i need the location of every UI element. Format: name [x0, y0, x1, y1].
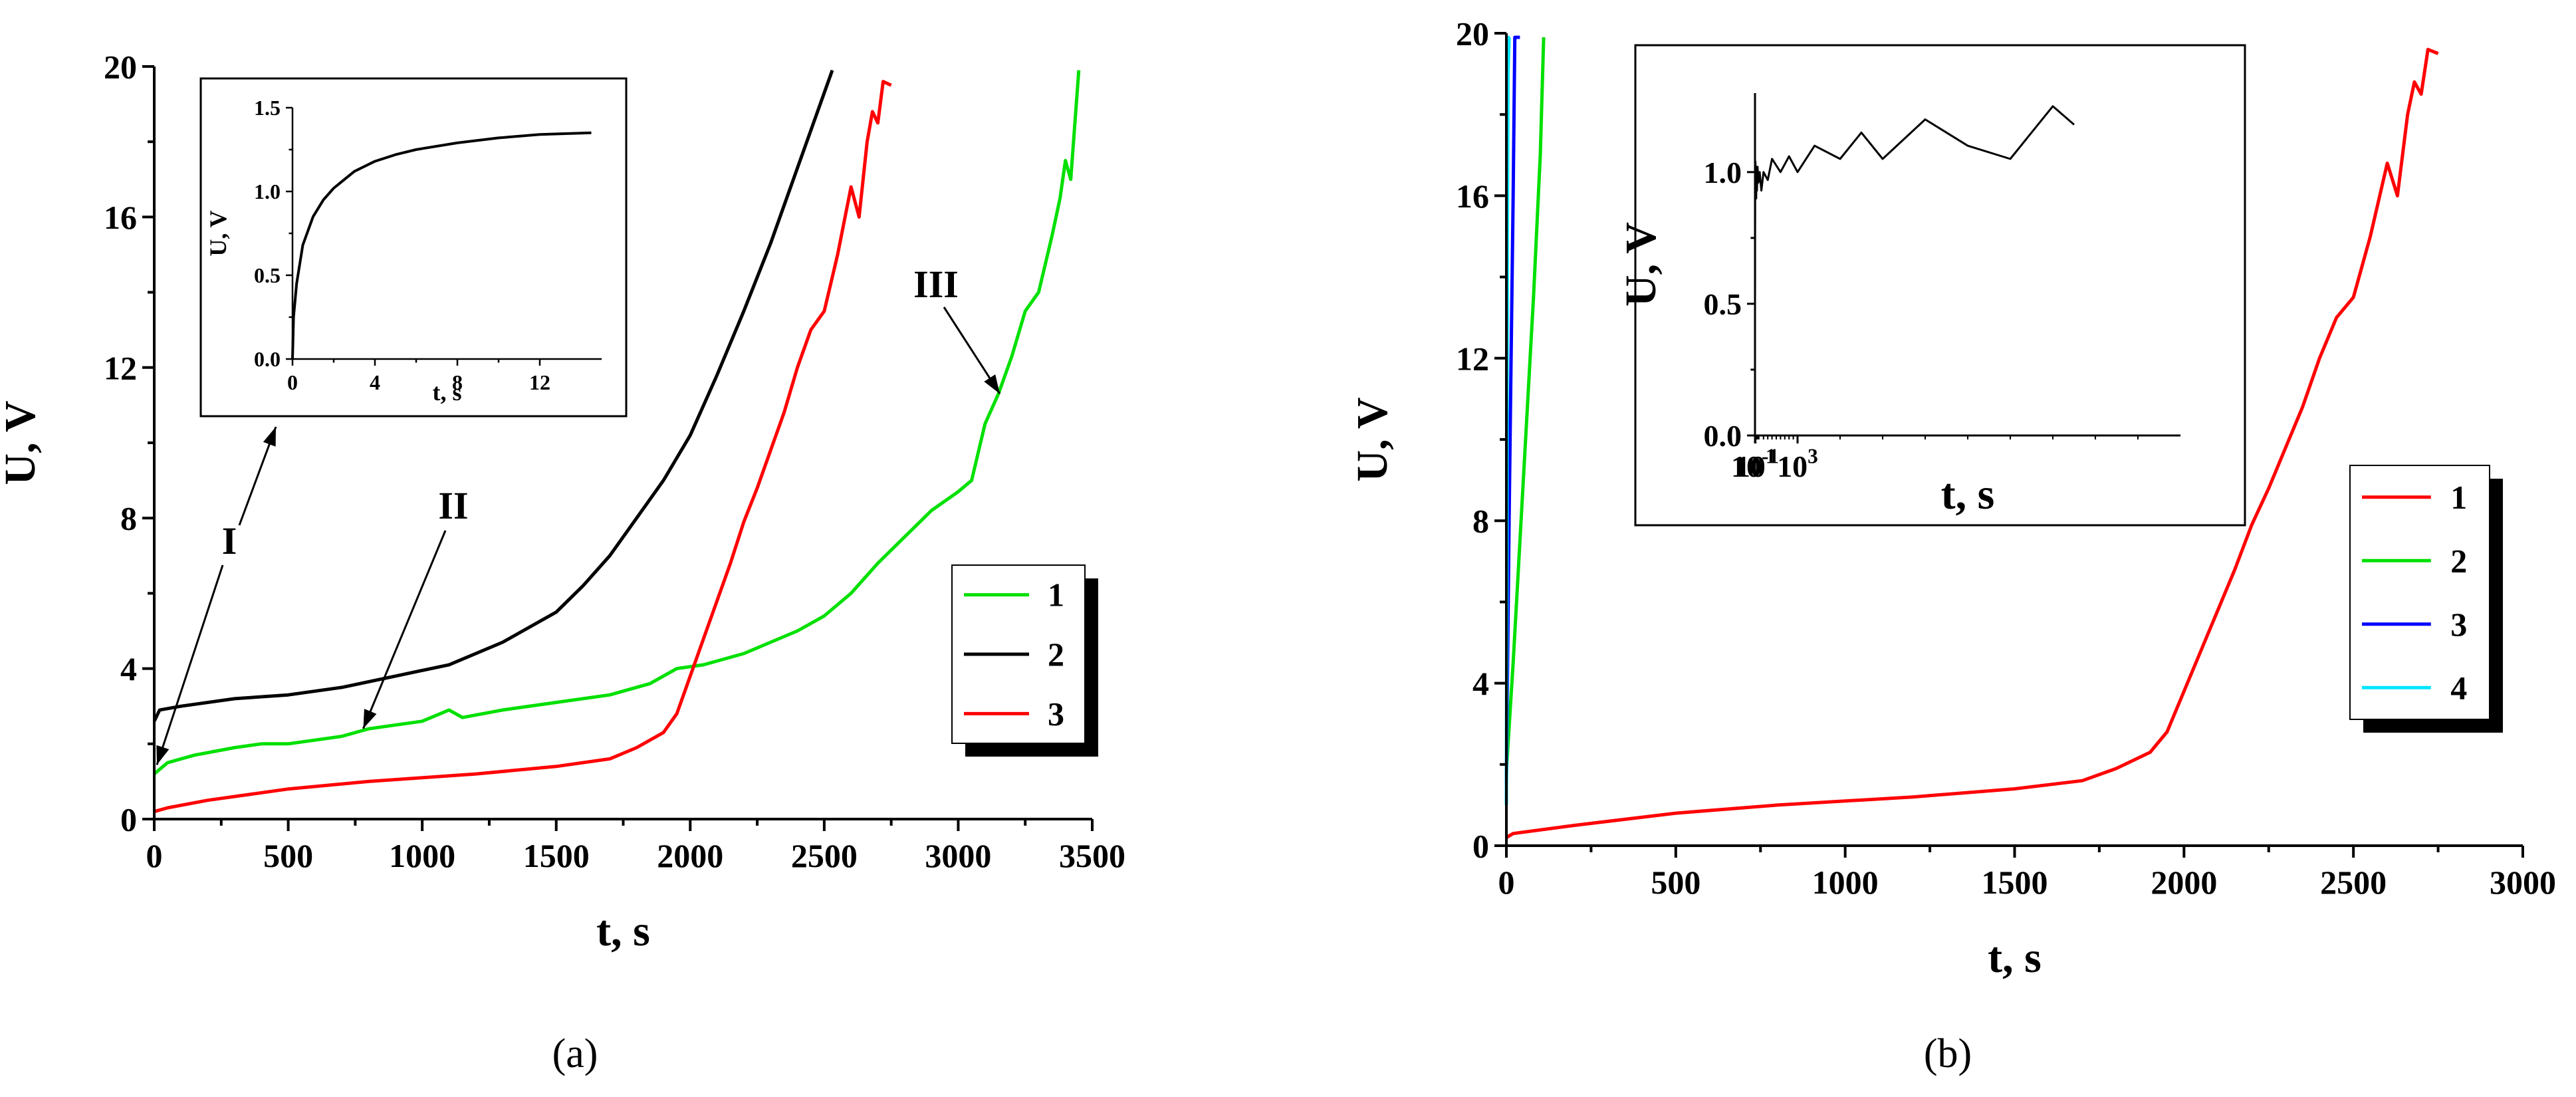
panel-b-legend: 1 2 3 4	[2349, 465, 2503, 733]
a-series-1-line	[153, 70, 1081, 776]
a-series-2-line	[152, 69, 834, 722]
a-y-tick-label: 20	[104, 49, 137, 86]
a-inset-x-tick-label: 4	[370, 370, 380, 394]
b-x-axis-label: t, s	[1988, 933, 2042, 982]
a-x-tick-label: 1500	[523, 837, 590, 874]
a-legend-label-1: 1	[1048, 576, 1064, 614]
a-x-tick-label: 2000	[657, 837, 723, 874]
a-inset-y-tick-label: 1.0	[254, 180, 281, 203]
b-y-tick-label: 4	[1472, 665, 1489, 702]
b-y-tick-label: 16	[1456, 178, 1489, 215]
a-inset-y-tick-label: 0.5	[254, 263, 281, 287]
a-annotation-III-arrow-head	[984, 374, 1000, 394]
b-inset-y-axis-label: U, V	[1617, 222, 1665, 306]
b-inset-y-tick-label: 0.0	[1704, 419, 1742, 453]
a-annotation-III: III	[913, 263, 959, 306]
b-y-tick-label: 8	[1472, 503, 1489, 540]
a-annotation-II: II	[438, 484, 468, 527]
a-legend-label-3: 3	[1048, 695, 1064, 732]
a-legend-label-2: 2	[1048, 636, 1064, 673]
panel-b-label: (b)	[1924, 1031, 1972, 1076]
panel-a-legend: 1 2 3	[951, 564, 1098, 757]
a-x-tick-label: 1000	[389, 837, 455, 874]
b-x-tick-label: 1000	[1812, 864, 1879, 901]
panel-a: 0 500 1000 1500 2000 2500 3000 3500048121620t, …	[0, 49, 1125, 1077]
b-inset-y-tick-label: 0.5	[1704, 287, 1742, 321]
b-legend-label-2: 2	[2450, 542, 2467, 579]
a-x-tick-label: 3000	[925, 837, 991, 874]
a-annotation-I-arrow-head	[156, 745, 170, 765]
a-x-axis-label: t, s	[596, 907, 650, 955]
a-inset-series-1-line	[291, 131, 592, 360]
a-x-tick-label: 0	[146, 837, 163, 874]
a-y-tick-label: 8	[120, 500, 137, 537]
a-inset-y-axis-label: U, V	[205, 210, 231, 256]
a-y-tick-label: 16	[104, 199, 137, 236]
a-x-tick-label: 500	[263, 837, 313, 874]
b-inset-x-tick-label: 101	[1735, 444, 1776, 483]
a-inset-x-tick-label: 0	[287, 370, 298, 394]
b-inset-x-tick-label: 103	[1777, 444, 1818, 483]
b-inset-frame	[1634, 44, 2246, 527]
a-annotation-I-inset-arrow-head	[263, 427, 276, 447]
a-y-axis-label: U, V	[0, 400, 45, 485]
b-series-1-line	[1505, 47, 2439, 839]
a-y-tick-label: 12	[104, 349, 137, 386]
b-y-axis-label: U, V	[1348, 397, 1397, 481]
a-inset-x-tick-label: 12	[529, 370, 550, 394]
b-inset-x-axis-label: t, s	[1941, 470, 1995, 519]
a-y-tick-label: 0	[120, 801, 137, 838]
a-x-tick-label: 3500	[1059, 837, 1125, 874]
b-inset-y-tick-label: 1.0	[1704, 156, 1742, 189]
b-y-tick-label: 12	[1456, 340, 1489, 377]
b-legend-label-1: 1	[2450, 479, 2467, 516]
a-inset-x-tick-label: 8	[452, 370, 463, 394]
b-legend-label-3: 3	[2450, 606, 2467, 643]
a-y-tick-label: 4	[120, 650, 137, 687]
a-inset-x-axis-label: t, s	[433, 379, 462, 406]
panel-a-plot: 0 500 1000 1500 2000 2500 3000 3500048121620t, …	[0, 49, 1125, 956]
b-x-tick-label: 2500	[2320, 864, 2387, 901]
b-y-tick-label: 20	[1456, 15, 1489, 53]
a-inset-y-tick-label: 0.0	[254, 347, 281, 371]
a-x-tick-label: 2500	[791, 837, 858, 874]
a-annotation-I: I	[222, 519, 237, 562]
b-legend-label-4: 4	[2450, 669, 2467, 706]
a-series-3-line	[154, 80, 892, 814]
a-inset-y-tick-label: 1.5	[254, 96, 281, 120]
b-series-2-line	[1504, 37, 1546, 773]
b-x-tick-label: 0	[1498, 864, 1515, 901]
b-x-tick-label: 500	[1651, 864, 1700, 901]
a-annotation-II-arrow	[362, 530, 447, 729]
b-x-tick-label: 3000	[2490, 864, 2556, 901]
b-x-tick-label: 1500	[1982, 864, 2048, 901]
b-y-tick-label: 0	[1472, 828, 1489, 865]
panel-a-label: (a)	[552, 1031, 598, 1076]
panel-a-inset: 0 4 8 12 0.0 0.5 1.0 1.5 t, s U, V	[199, 77, 628, 418]
a-annotation-I-arrow	[156, 564, 224, 765]
b-legend-box	[2349, 465, 2490, 720]
b-inset-x-tick-label: 10-1	[1731, 444, 1779, 483]
b-x-tick-label: 2000	[2151, 864, 2217, 901]
a-annotation-II-arrow-head	[363, 709, 377, 729]
